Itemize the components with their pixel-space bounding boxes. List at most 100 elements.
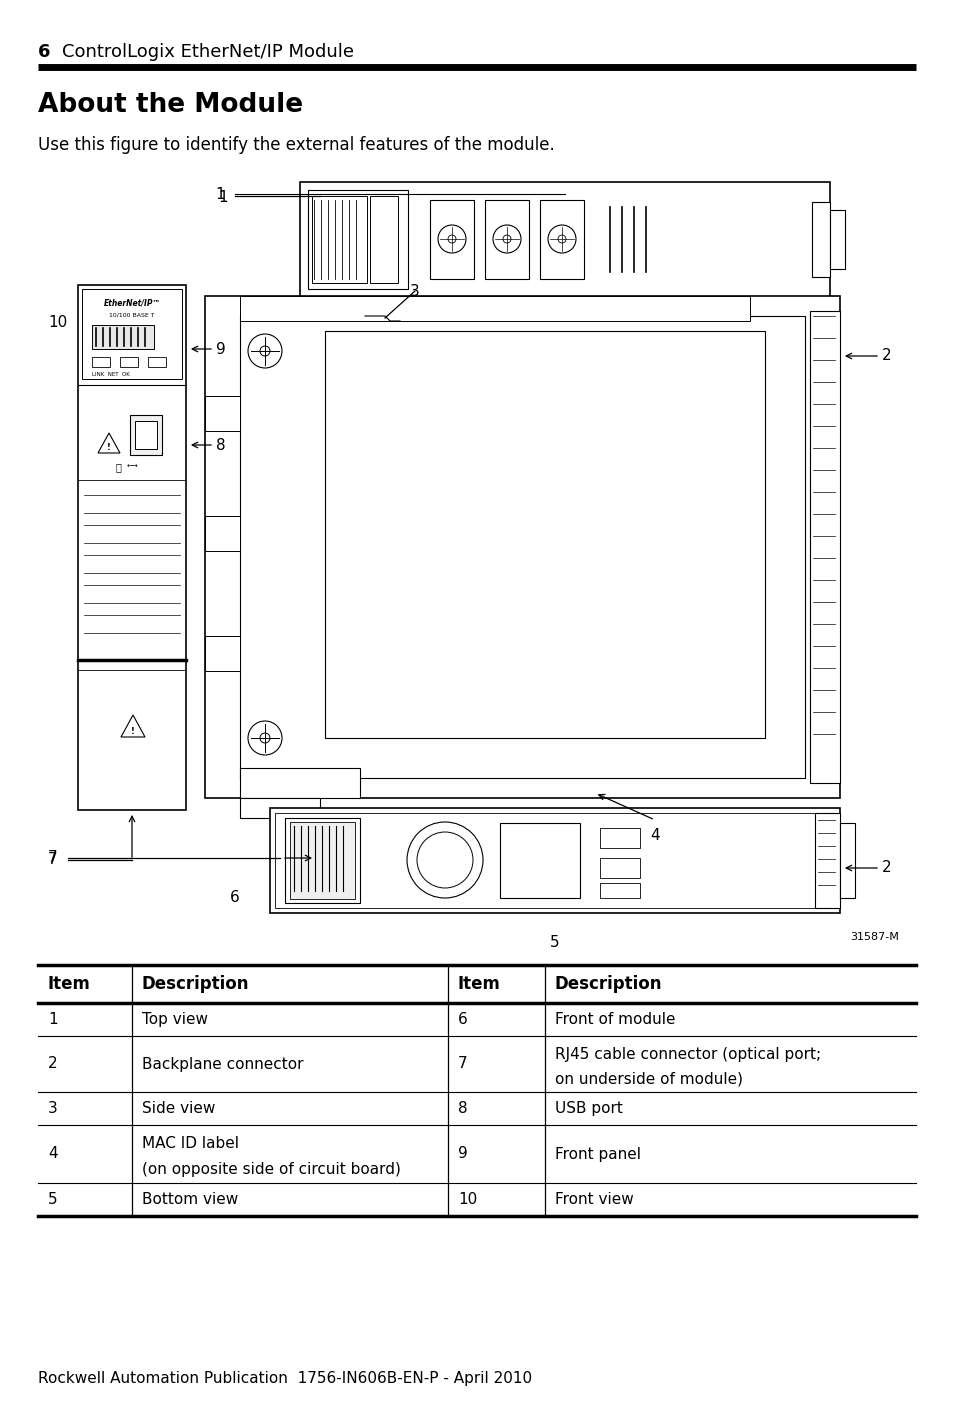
- Text: Side view: Side view: [142, 1101, 215, 1116]
- Bar: [82, 290, 182, 380]
- Text: 3: 3: [410, 284, 419, 299]
- Circle shape: [248, 721, 282, 755]
- Text: 2: 2: [882, 349, 891, 364]
- Bar: [274, 813, 834, 908]
- Text: (on opposite side of circuit board): (on opposite side of circuit board): [142, 1161, 400, 1177]
- Circle shape: [437, 225, 465, 253]
- Circle shape: [416, 832, 473, 889]
- Circle shape: [493, 225, 520, 253]
- Bar: [240, 768, 359, 799]
- Text: 1: 1: [218, 190, 228, 205]
- Bar: [240, 316, 804, 778]
- Bar: [599, 828, 639, 848]
- Bar: [135, 420, 157, 449]
- Text: 7: 7: [48, 851, 57, 866]
- Text: Front panel: Front panel: [555, 1146, 640, 1161]
- Bar: [205, 636, 240, 671]
- Bar: [325, 330, 764, 738]
- Text: 6: 6: [457, 1012, 467, 1026]
- Text: 5: 5: [550, 935, 559, 950]
- Circle shape: [558, 235, 565, 243]
- Bar: [205, 396, 240, 432]
- Text: 2: 2: [48, 1056, 57, 1071]
- Text: 10: 10: [48, 315, 67, 330]
- Text: ControlLogix EtherNet/IP Module: ControlLogix EtherNet/IP Module: [62, 44, 354, 60]
- Text: 2: 2: [882, 860, 891, 876]
- Text: 8: 8: [457, 1101, 467, 1116]
- Circle shape: [448, 235, 456, 243]
- Bar: [130, 415, 162, 456]
- Text: Description: Description: [555, 974, 661, 993]
- Text: 9: 9: [457, 1146, 467, 1161]
- Text: About the Module: About the Module: [38, 91, 303, 118]
- Text: 3: 3: [48, 1101, 58, 1116]
- Bar: [539, 200, 583, 278]
- Bar: [120, 357, 138, 367]
- Bar: [499, 823, 579, 898]
- Bar: [484, 200, 529, 278]
- Bar: [811, 202, 829, 277]
- Text: RJ45 cable connector (optical port;: RJ45 cable connector (optical port;: [555, 1046, 821, 1062]
- Bar: [599, 858, 639, 877]
- Bar: [91, 325, 153, 349]
- Text: 31587-M: 31587-M: [849, 932, 898, 942]
- Bar: [148, 357, 166, 367]
- Text: Front of module: Front of module: [555, 1012, 675, 1026]
- Circle shape: [407, 823, 482, 898]
- Polygon shape: [121, 716, 145, 737]
- Text: 4: 4: [48, 1146, 57, 1161]
- Circle shape: [547, 225, 576, 253]
- Bar: [290, 823, 355, 898]
- Bar: [430, 200, 474, 278]
- Bar: [299, 181, 829, 297]
- Bar: [83, 585, 181, 603]
- Bar: [240, 297, 749, 321]
- Text: ←→: ←→: [127, 464, 139, 470]
- Bar: [312, 195, 367, 283]
- Circle shape: [260, 346, 270, 356]
- Polygon shape: [98, 433, 120, 453]
- Text: 1: 1: [48, 1012, 57, 1026]
- Bar: [285, 818, 359, 903]
- Text: Bottom view: Bottom view: [142, 1192, 238, 1206]
- Bar: [78, 285, 186, 810]
- Bar: [840, 823, 854, 898]
- Text: USB port: USB port: [555, 1101, 622, 1116]
- Text: 8: 8: [215, 437, 226, 453]
- Bar: [205, 297, 840, 799]
- Text: 5: 5: [48, 1192, 57, 1206]
- Text: 10: 10: [457, 1192, 476, 1206]
- Bar: [83, 495, 181, 513]
- Bar: [270, 808, 840, 912]
- Bar: [370, 195, 397, 283]
- Text: !: !: [107, 443, 111, 453]
- Bar: [240, 799, 319, 818]
- Text: Front view: Front view: [555, 1192, 633, 1206]
- Text: 7: 7: [457, 1056, 467, 1071]
- Circle shape: [502, 235, 511, 243]
- Text: ⏻: ⏻: [115, 463, 121, 472]
- Text: LINK  NET  OK: LINK NET OK: [91, 373, 130, 377]
- Bar: [205, 516, 240, 551]
- Text: !: !: [131, 727, 134, 737]
- Text: 9: 9: [215, 342, 226, 357]
- Bar: [829, 209, 844, 269]
- Bar: [91, 357, 110, 367]
- Bar: [599, 883, 639, 898]
- Circle shape: [248, 335, 282, 368]
- Text: 6: 6: [230, 890, 239, 905]
- Text: Item: Item: [48, 974, 91, 993]
- Text: MAC ID label: MAC ID label: [142, 1136, 239, 1152]
- Bar: [814, 813, 840, 908]
- Text: EtherNet/IP™: EtherNet/IP™: [103, 298, 160, 308]
- Text: Item: Item: [457, 974, 500, 993]
- Text: 4: 4: [649, 828, 659, 844]
- Bar: [308, 190, 408, 290]
- Text: Use this figure to identify the external features of the module.: Use this figure to identify the external…: [38, 136, 554, 155]
- Circle shape: [260, 733, 270, 742]
- Text: 7: 7: [48, 852, 57, 868]
- Text: Description: Description: [142, 974, 250, 993]
- Text: on underside of module): on underside of module): [555, 1071, 742, 1085]
- Bar: [83, 555, 181, 574]
- Bar: [83, 524, 181, 543]
